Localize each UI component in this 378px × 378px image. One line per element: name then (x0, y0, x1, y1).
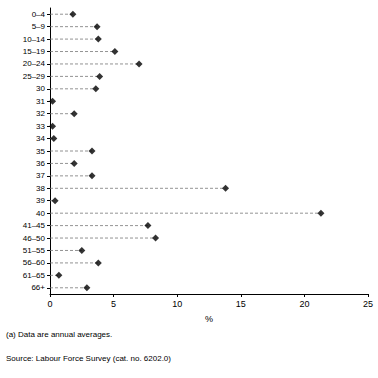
svg-text:5–9: 5–9 (32, 22, 46, 31)
svg-text:37: 37 (36, 171, 45, 180)
svg-text:25: 25 (363, 299, 373, 309)
svg-text:39: 39 (36, 196, 45, 205)
svg-text:30: 30 (36, 84, 45, 93)
svg-text:51–55: 51–55 (23, 246, 46, 255)
svg-text:5: 5 (111, 299, 116, 309)
svg-text:25–29: 25–29 (23, 72, 46, 81)
svg-text:34: 34 (36, 134, 45, 143)
svg-text:%: % (205, 314, 213, 324)
svg-text:20: 20 (299, 299, 309, 309)
svg-text:0: 0 (47, 299, 52, 309)
svg-text:32: 32 (36, 109, 45, 118)
svg-text:Source: Labour Force Survey (c: Source: Labour Force Survey (cat. no. 62… (6, 354, 171, 363)
svg-text:(a) Data are annual averages.: (a) Data are annual averages. (6, 330, 112, 339)
svg-text:40: 40 (36, 209, 45, 218)
svg-text:35: 35 (36, 147, 45, 156)
svg-text:15: 15 (236, 299, 246, 309)
svg-text:46–50: 46–50 (23, 234, 46, 243)
svg-text:15–19: 15–19 (23, 47, 46, 56)
svg-text:20–24: 20–24 (23, 59, 46, 68)
svg-text:61–65: 61–65 (23, 271, 46, 280)
svg-text:38: 38 (36, 184, 45, 193)
svg-text:10: 10 (172, 299, 182, 309)
svg-text:33: 33 (36, 122, 45, 131)
svg-text:56–60: 56–60 (23, 258, 46, 267)
svg-text:66+: 66+ (31, 283, 45, 292)
svg-text:10–14: 10–14 (23, 35, 46, 44)
svg-text:36: 36 (36, 159, 45, 168)
svg-text:0–4: 0–4 (32, 10, 46, 19)
svg-text:31: 31 (36, 97, 45, 106)
svg-text:41–45: 41–45 (23, 221, 46, 230)
